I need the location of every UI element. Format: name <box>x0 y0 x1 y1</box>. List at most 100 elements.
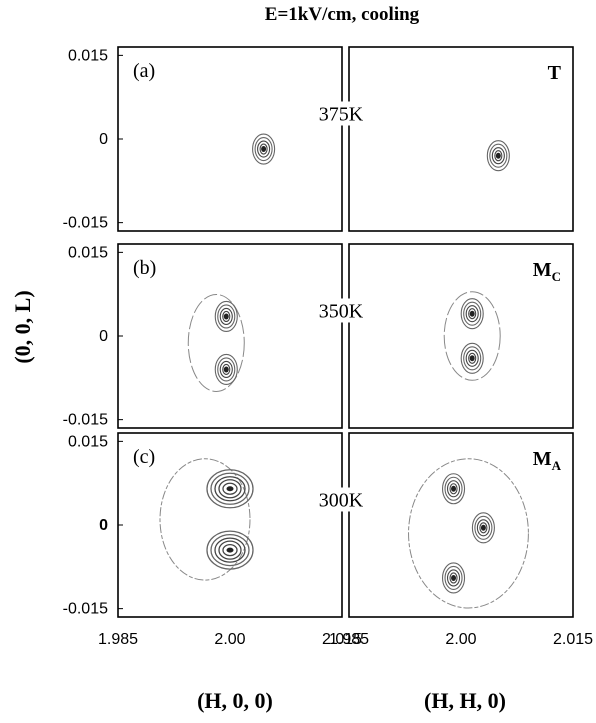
panel-frame <box>348 432 574 618</box>
peak-2-contour <box>474 515 493 540</box>
peak-1-contour <box>444 476 463 501</box>
peak-1-contour <box>222 482 238 495</box>
peak-2-contour <box>479 522 488 534</box>
peak-2-contour <box>218 540 242 560</box>
panel-b-hh0: MC <box>348 243 574 429</box>
peak-1-contour <box>460 298 484 330</box>
temperature-label: 300K <box>319 489 364 511</box>
peak-2-core <box>469 355 475 362</box>
peak-2-contour <box>210 533 250 567</box>
peak-1-contour <box>254 136 273 162</box>
panel-frame <box>117 432 343 618</box>
y-tick-label: 0.015 <box>68 47 108 64</box>
peak-1-contour <box>214 300 238 333</box>
x-tick-label: 2.015 <box>322 631 362 648</box>
y-tick-label: 0 <box>99 131 108 148</box>
peak-1-contour <box>468 308 477 320</box>
diffuse-contour <box>159 458 251 581</box>
peak-2-contour <box>460 342 484 374</box>
x-tick-label: 2.015 <box>553 631 593 648</box>
panel-c-hh0: 1.985 2.00 2.015 MA <box>329 432 593 648</box>
peak-1-core <box>261 146 267 153</box>
peak-3-contour <box>446 569 461 587</box>
peak-1-contour <box>491 147 505 165</box>
peak-2-contour <box>463 346 482 371</box>
peak-3-contour <box>444 565 463 591</box>
y-tick-label: 0 <box>99 328 108 345</box>
peak-1-contour <box>218 479 242 499</box>
diffuse-contour <box>187 293 245 392</box>
panel-a-h00: 0.015 0 -0.015 (a) <box>63 46 343 232</box>
peak-1-contour <box>206 469 254 509</box>
peak-2-core <box>226 547 234 553</box>
phase-label: MA <box>533 448 562 473</box>
peak-2-contour <box>222 543 238 557</box>
x-tick-label: 1.985 <box>329 631 369 648</box>
peak-1-contour <box>441 473 466 505</box>
peak-1-core <box>495 152 501 159</box>
temperature-label-bg <box>309 298 373 323</box>
panel-frame <box>348 243 574 429</box>
peak-1-contour <box>463 301 482 326</box>
peak-1-contour <box>259 143 268 155</box>
peak-2-core <box>223 366 229 373</box>
x-axis-label-left: (H, 0, 0) <box>197 688 273 713</box>
peak-2-core <box>480 524 486 531</box>
temperature-label: 375K <box>319 103 364 125</box>
panel-label: (a) <box>133 60 155 82</box>
panel-frame <box>348 46 574 232</box>
y-tick-label: -0.015 <box>63 215 108 232</box>
x-tick-label: 2.00 <box>214 631 245 648</box>
temperature-label-bg <box>309 101 373 126</box>
peak-2-contour <box>471 512 495 544</box>
peak-2-contour <box>214 353 238 386</box>
phase-label: MC <box>533 259 561 284</box>
panel-b-h00: 0.015 0 -0.015 (b) <box>63 243 343 429</box>
panel-a-hh0: T <box>348 46 574 232</box>
diffuse-contour <box>443 291 501 381</box>
peak-1-contour <box>446 480 461 498</box>
peak-1-contour <box>219 307 233 326</box>
peak-3-contour <box>449 572 458 584</box>
peak-1-core <box>223 313 229 320</box>
peak-2-contour <box>476 519 490 537</box>
peak-1-core <box>226 486 234 492</box>
peak-1-core <box>451 485 457 492</box>
panel-frame <box>117 46 343 232</box>
peak-1-contour <box>257 140 271 158</box>
peak-1-contour <box>222 310 231 323</box>
phase-label: T <box>548 62 562 84</box>
peak-1-contour <box>210 472 250 505</box>
y-tick-label: -0.015 <box>63 412 108 429</box>
peak-1-contour <box>449 483 458 495</box>
peak-2-contour <box>468 352 477 364</box>
panel-label: (b) <box>133 257 156 279</box>
diffuse-contour <box>408 458 529 609</box>
y-tick-label: 0.015 <box>68 433 108 450</box>
peak-2-contour <box>465 349 479 367</box>
temperature-label-bg <box>309 487 373 512</box>
y-tick-label: 0 <box>99 517 108 534</box>
peak-2-contour <box>217 357 236 382</box>
peak-2-contour <box>206 530 254 570</box>
y-axis-label: (0, 0, L) <box>10 290 35 363</box>
peak-1-contour <box>486 140 510 172</box>
panel-grid: 0.015 0 -0.015 (a) T 375K 0.015 0 -0.015 (b) MC 350… <box>63 46 593 648</box>
chart-title: E=1kV/cm, cooling <box>265 4 420 25</box>
peak-1-contour <box>217 304 236 329</box>
y-tick-label: -0.015 <box>63 601 108 618</box>
panel-frame <box>117 243 343 429</box>
peak-1-contour <box>489 143 508 168</box>
panel-label: (c) <box>133 446 155 468</box>
peak-2-contour <box>214 537 246 563</box>
x-tick-label: 1.985 <box>98 631 138 648</box>
peak-2-contour <box>222 363 231 376</box>
peak-1-contour <box>494 150 503 162</box>
x-tick-label: 2.00 <box>445 631 476 648</box>
y-tick-label: 0.015 <box>68 244 108 261</box>
x-axis-label-right: (H, H, 0) <box>424 688 506 713</box>
peak-2-contour <box>219 360 233 379</box>
peak-1-contour <box>214 476 246 502</box>
peak-3-contour <box>441 562 466 594</box>
